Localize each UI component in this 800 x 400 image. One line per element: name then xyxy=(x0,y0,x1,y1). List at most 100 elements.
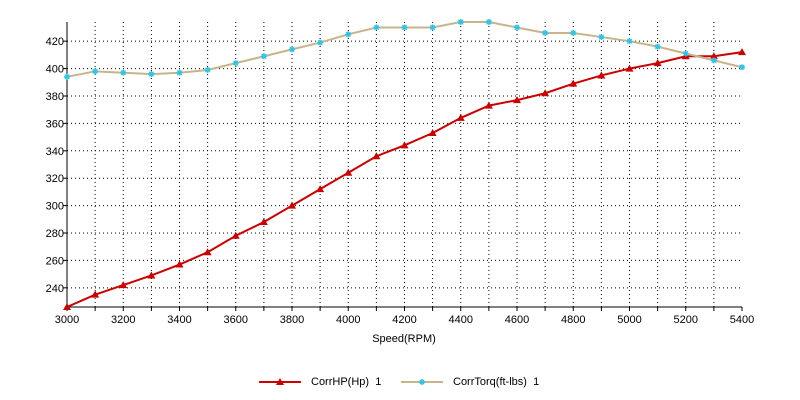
series-hp xyxy=(63,48,746,310)
star-stroke xyxy=(64,74,70,80)
data-point-triangle xyxy=(63,303,71,310)
data-point-star xyxy=(542,29,549,36)
data-point-triangle xyxy=(456,113,465,121)
data-point-triangle xyxy=(738,48,746,56)
legend-label-torque: CorrTorq(ft-lbs) 1 xyxy=(453,376,539,388)
data-point-triangle xyxy=(231,231,240,239)
x-tick-label: 4600 xyxy=(505,314,529,326)
x-tick-label: 3800 xyxy=(280,314,304,326)
y-tick-label: 420 xyxy=(46,36,64,48)
data-point-triangle xyxy=(709,52,718,60)
star-stroke xyxy=(261,53,267,59)
legend-item-hp: CorrHP(Hp) 1 xyxy=(259,372,381,392)
data-point-triangle xyxy=(597,71,606,79)
data-point-triangle xyxy=(484,101,493,109)
star-stroke xyxy=(514,24,520,31)
legend-suffix-hp: 1 xyxy=(375,376,382,388)
star-stroke xyxy=(233,60,239,66)
data-point-triangle xyxy=(400,141,409,149)
y-tick-label: 360 xyxy=(46,118,64,130)
star-stroke xyxy=(289,46,295,53)
legend-marker-hp xyxy=(276,378,284,385)
data-point-triangle xyxy=(625,64,634,72)
data-point-star xyxy=(260,53,267,60)
legend-swatch-hp xyxy=(259,378,301,385)
x-tick-label: 4400 xyxy=(449,314,473,326)
axes xyxy=(63,22,743,311)
data-point-star xyxy=(148,71,155,78)
star-stroke xyxy=(486,19,492,25)
data-point-star xyxy=(429,24,436,31)
data-point-triangle xyxy=(288,201,296,209)
data-point-star xyxy=(92,68,99,75)
data-point-triangle xyxy=(203,248,212,256)
data-point-triangle xyxy=(316,185,325,193)
data-point-star xyxy=(317,39,324,46)
data-point-star xyxy=(345,31,352,38)
x-tick-label: 5400 xyxy=(730,314,754,326)
legend-swatch-torque xyxy=(401,379,443,385)
data-point-star xyxy=(485,19,492,25)
star-stroke xyxy=(176,70,183,76)
y-tick-labels: 240 260 280 300 320 340 360 380 400 420 xyxy=(46,36,64,295)
x-tick-label: 5200 xyxy=(674,314,698,326)
data-point-star xyxy=(626,38,633,45)
x-tick-labels: 3000 3200 3400 3600 3800 4000 4200 4400 4600 4800… xyxy=(55,314,754,326)
star-stroke xyxy=(683,50,689,57)
data-point-star xyxy=(401,24,408,31)
data-point-star xyxy=(176,69,183,76)
data-point-star xyxy=(570,29,577,36)
y-tick-label: 340 xyxy=(46,146,64,158)
legend-label-hp: CorrHP(Hp) 1 xyxy=(311,376,381,388)
star-stroke xyxy=(458,19,464,25)
legend-suffix-torque: 1 xyxy=(533,376,540,388)
data-point-triangle xyxy=(119,281,128,289)
legend-name-torque: CorrTorq(ft-lbs) xyxy=(453,376,527,388)
data-point-triangle xyxy=(344,168,353,176)
y-tick-label: 240 xyxy=(46,283,64,295)
x-tick-label: 4800 xyxy=(561,314,585,326)
data-point-triangle xyxy=(653,59,662,67)
star-stroke xyxy=(626,38,633,44)
x-tick-label: 4200 xyxy=(392,314,416,326)
data-point-triangle xyxy=(569,79,578,87)
data-point-star xyxy=(739,64,745,71)
data-point-triangle xyxy=(372,152,381,160)
data-point-star xyxy=(232,60,239,67)
x-tick-label: 3400 xyxy=(167,314,191,326)
legend-marker-torque xyxy=(419,379,425,385)
star-stroke xyxy=(429,24,436,31)
data-point-triangle xyxy=(513,96,521,104)
data-point-triangle xyxy=(259,218,268,226)
y-tick-label: 380 xyxy=(46,91,64,103)
data-point-star xyxy=(710,57,717,64)
data-point-triangle xyxy=(541,89,550,97)
data-point-star xyxy=(120,69,127,76)
x-tick-label: 3200 xyxy=(111,314,135,326)
data-point-triangle xyxy=(428,128,437,136)
star-stroke xyxy=(598,34,605,40)
y-tick-label: 260 xyxy=(46,255,64,267)
data-point-star xyxy=(64,73,70,80)
data-point-triangle xyxy=(91,290,100,298)
y-tick-label: 300 xyxy=(46,201,64,213)
data-point-star xyxy=(654,43,661,50)
star-stroke xyxy=(345,31,351,38)
data-point-star xyxy=(289,46,295,53)
series-layer xyxy=(63,19,746,310)
star-stroke xyxy=(711,57,717,64)
x-tick-label: 5000 xyxy=(617,314,641,326)
star-stroke xyxy=(204,67,211,73)
star-stroke xyxy=(317,39,323,46)
data-point-triangle xyxy=(175,260,184,268)
x-tick-label: 4000 xyxy=(336,314,360,326)
star-stroke xyxy=(148,71,155,77)
legend-item-torque: CorrTorq(ft-lbs) 1 xyxy=(401,372,539,392)
data-point-star xyxy=(682,50,689,57)
data-point-star xyxy=(373,24,380,31)
y-tick-label: 320 xyxy=(46,173,64,185)
star-stroke xyxy=(373,24,380,31)
data-point-star xyxy=(514,24,520,31)
x-tick-label: 3000 xyxy=(55,314,79,326)
